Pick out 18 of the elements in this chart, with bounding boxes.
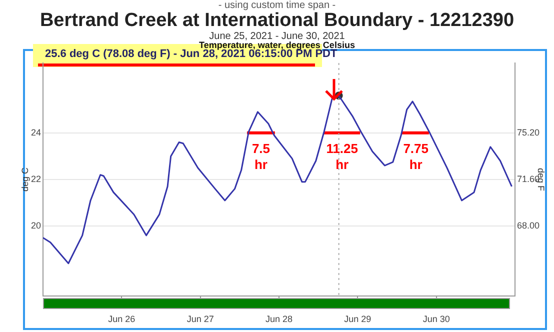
x-tick-label: Jun 30: [422, 314, 450, 324]
y2-tick-label: 75.20: [517, 127, 540, 138]
annotation: 7.75 hr: [403, 140, 429, 172]
x-tick-label: Jun 29: [344, 314, 372, 324]
y-tick-label: 24: [30, 127, 41, 138]
y2-tick-label: 68.00: [517, 220, 540, 231]
text: Temperature, water, degrees Celsius: [199, 40, 356, 50]
annotation: 7.5 hr: [252, 140, 270, 172]
annotation: 11.25 hr: [326, 140, 358, 172]
text: - using custom time span -: [217, 0, 337, 11]
x-tick-label: Jun 28: [265, 314, 293, 324]
x-tick-label: Jun 26: [108, 314, 136, 324]
y-tick-label: 20: [30, 220, 41, 231]
y-axis-title: deg C: [20, 167, 30, 192]
chart-title: Bertrand Creek at International Boundary - 12212390: [38, 10, 516, 32]
y-tick-label: 22: [30, 174, 41, 184]
x-tick-label: Jun 27: [186, 314, 214, 324]
chart-subtitle: June 25, 2021 - June 30, 2021: [209, 31, 345, 42]
